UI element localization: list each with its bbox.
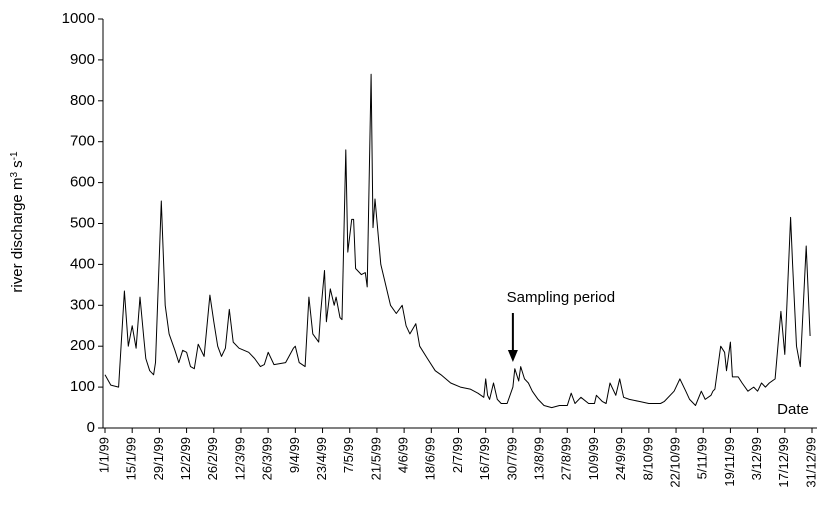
line [104,73,811,409]
x-tick-label: 24/9/99 [613,437,628,480]
y-tick-label: 200 [70,337,95,354]
y-label-part: s [9,160,26,172]
x-tick-label: 1/1/99 [96,437,111,473]
y-axis-label: river discharge m3 s-1 [9,151,27,293]
annotation: Sampling period [507,289,615,306]
y-tick-label: 100 [70,378,95,395]
y-label-part: -1 [9,151,20,160]
y-tick-label: 0 [87,419,95,436]
y-tick-label: 1000 [62,10,95,27]
x-tick-label: 4/6/99 [396,437,411,473]
x-tick-label: 29/1/99 [151,437,166,480]
y-tick-label: 700 [70,133,95,150]
y-tick-label: 400 [70,255,95,272]
x-tick-label: 21/5/99 [368,437,383,480]
x-tick-label: 23/4/99 [314,437,329,480]
y-tick-label: 500 [70,214,95,231]
x-tick-label: 2/7/99 [450,437,465,473]
x-tick-label: 8/10/99 [640,437,655,480]
annotation-arrowhead [507,350,518,362]
x-tick-label: 13/8/99 [532,437,547,480]
x-tick-label: 17/12/99 [776,437,791,488]
y-tick-label: 600 [70,174,95,191]
y-tick-label: 900 [70,51,95,68]
y-label-part: river discharge m [9,178,26,293]
x-tick-label: 9/4/99 [287,437,302,473]
x-tick-label: 3/12/99 [749,437,764,480]
x-tick-label: 31/12/99 [803,437,818,488]
x-tick-label: 15/1/99 [124,437,139,480]
x-tick-label: 7/5/99 [341,437,356,473]
x-tick-label: 16/7/99 [477,437,492,480]
x-tick-label: 27/8/99 [559,437,574,480]
x-axis-label: Date [777,401,809,418]
x-tick-label: 26/3/99 [260,437,275,480]
y-tick-label: 800 [70,92,95,109]
x-tick-label: 10/9/99 [586,437,601,480]
x-tick-label: 12/2/99 [178,437,193,480]
x-tick-label: 19/11/99 [722,437,737,487]
x-tick-label: 30/7/99 [504,437,519,480]
x-tick-label: 18/6/99 [423,437,438,480]
x-tick-label: 5/11/99 [695,437,710,479]
x-tick-label: 12/3/99 [232,437,247,480]
x-tick-label: 26/2/99 [205,437,220,480]
x-tick-label: 22/10/99 [667,437,682,488]
y-tick-label: 300 [70,296,95,313]
y-label-part: 3 [9,172,20,178]
